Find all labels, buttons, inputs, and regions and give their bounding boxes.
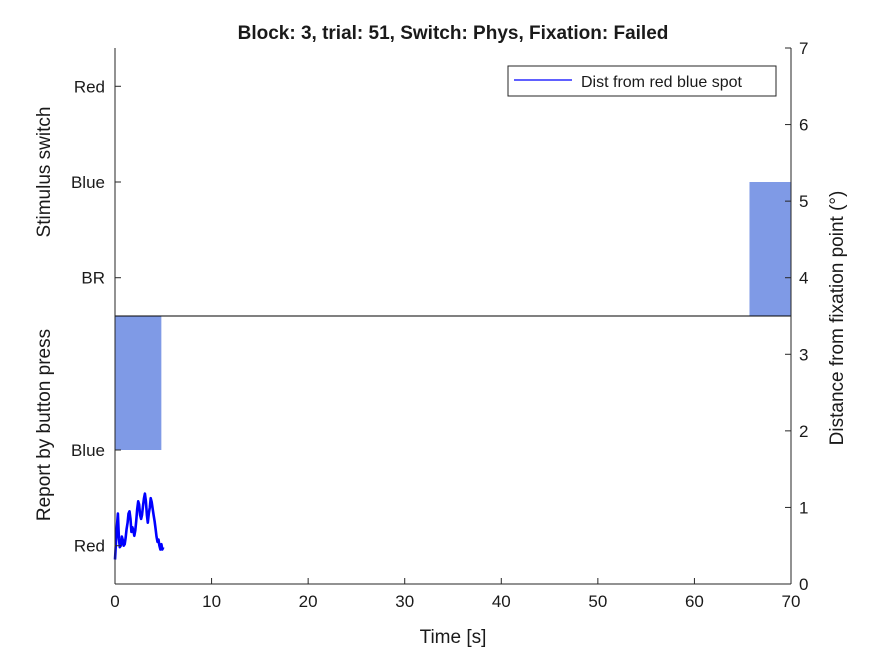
legend: Dist from red blue spot <box>507 65 777 97</box>
stimulus-tick-label: Red <box>74 77 105 96</box>
x-tick-label: 30 <box>395 592 414 611</box>
right-tick-label: 6 <box>799 116 808 135</box>
x-axis-label: Time [s] <box>420 627 487 648</box>
stimulus-block-blue <box>749 182 791 316</box>
right-tick-label: 3 <box>799 345 808 364</box>
upper-panel-label: Stimulus switch <box>34 107 55 238</box>
lower-panel-label: Report by button press <box>34 329 55 521</box>
x-tick-label: 50 <box>588 592 607 611</box>
stimulus-tick-label: BR <box>81 269 105 288</box>
report-tick-label: Red <box>74 537 105 556</box>
x-tick-label: 20 <box>299 592 318 611</box>
right-tick-label: 5 <box>799 192 808 211</box>
report-block-blue <box>115 316 162 450</box>
legend-entry-label: Dist from red blue spot <box>581 74 743 91</box>
x-tick-label: 0 <box>110 592 119 611</box>
right-tick-label: 4 <box>799 269 808 288</box>
chart-title: Block: 3, trial: 51, Switch: Phys, Fixat… <box>238 23 669 44</box>
series-layer <box>113 492 165 560</box>
series-line-0 <box>113 492 165 560</box>
right-tick-label: 0 <box>799 575 808 594</box>
right-tick-label: 2 <box>799 422 808 441</box>
x-tick-label: 70 <box>782 592 801 611</box>
right-tick-label: 1 <box>799 498 808 517</box>
x-tick-label: 60 <box>685 592 704 611</box>
right-axis-label: Distance from fixation point (°) <box>827 191 848 446</box>
x-tick-label: 10 <box>202 592 221 611</box>
x-tick-label: 40 <box>492 592 511 611</box>
stimulus-tick-label: Blue <box>71 173 105 192</box>
right-tick-label: 7 <box>799 39 808 58</box>
state-blocks <box>115 182 791 450</box>
report-tick-label: Blue <box>71 441 105 460</box>
legend-box <box>507 65 777 97</box>
